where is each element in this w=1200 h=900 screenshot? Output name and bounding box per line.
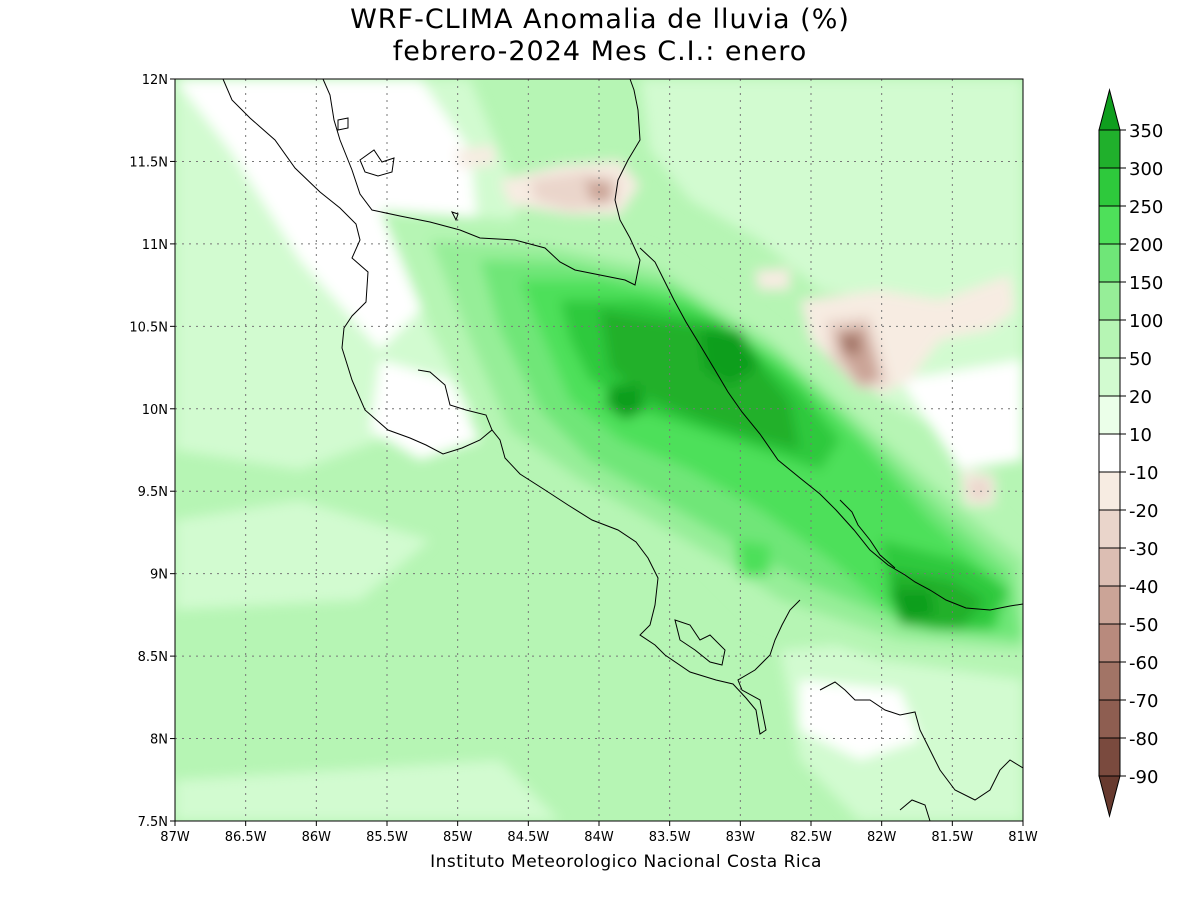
colorbar-segment <box>1098 661 1121 701</box>
caribbean-coastline <box>639 247 1023 611</box>
nicoya-coast <box>417 369 493 431</box>
colorbar-label: 10 <box>1129 425 1152 446</box>
anomaly-pacific-south <box>175 760 560 821</box>
anomaly-dry-spot-north <box>455 145 495 168</box>
colorbar-label: -10 <box>1129 463 1158 484</box>
anomaly-caribbean-north <box>640 79 1023 300</box>
bocas-islands <box>839 499 896 569</box>
colorbar-segment <box>1098 395 1121 435</box>
colorbar-segment <box>1098 167 1121 207</box>
lon-tick-label: 81.5W <box>931 830 973 845</box>
lat-tick-label: 7.5N <box>138 815 168 830</box>
colorbar: 350 300 250 200 150 100 50 20 10 -10 -20 -30 -40 -50 -… <box>1098 88 1163 818</box>
colorbar-label: -60 <box>1129 653 1158 674</box>
colorbar-label: 100 <box>1129 311 1163 332</box>
anomaly-wet-core-300 <box>600 310 800 450</box>
lat-tick-label: 10.5N <box>129 320 168 335</box>
anomaly-dry-patch-east-60 <box>840 335 860 355</box>
colorbar-label: 250 <box>1129 197 1163 218</box>
colorbar-segment <box>1098 205 1121 245</box>
map-title-line-2: febrero-2024 Mes C.I.: enero <box>392 36 808 67</box>
anomaly-dry-patch-southeast-20 <box>968 480 990 500</box>
colorbar-segment <box>1098 547 1121 587</box>
anomaly-wet-spot-osa <box>735 540 770 578</box>
lake-and-caribbean-north <box>322 79 641 286</box>
lon-tick-label: 86W <box>302 830 332 845</box>
panama-coast <box>819 681 1023 801</box>
colorbar-label: -40 <box>1129 577 1158 598</box>
colorbar-segment <box>1098 281 1121 321</box>
colorbar-segment <box>1098 357 1121 397</box>
lon-tick-label: 85.5W <box>366 830 408 845</box>
anomaly-dry-spot <box>755 268 790 290</box>
coastlines <box>222 79 1023 821</box>
lon-tick-label: 85W <box>443 830 473 845</box>
burica-peninsula <box>674 619 726 666</box>
lon-tick-label: 83W <box>726 830 756 845</box>
lon-tick-label: 83.5W <box>649 830 691 845</box>
colorbar-label: 50 <box>1129 349 1152 370</box>
lon-tick-label: 82W <box>867 830 897 845</box>
map-title-line-1: WRF-CLIMA Anomalia de lluvia (%) <box>350 4 850 35</box>
colorbar-segment <box>1098 243 1121 283</box>
colorbar-segment <box>1098 129 1121 169</box>
colorbar-segment <box>1098 699 1121 739</box>
lon-tick-label: 87W <box>160 830 190 845</box>
lat-tick-label: 12N <box>142 73 168 88</box>
lat-tick-label: 10N <box>142 403 168 418</box>
colorbar-label: 200 <box>1129 235 1163 256</box>
lat-tick-label: 9N <box>150 568 168 583</box>
anomaly-near-normal-east <box>900 360 1023 470</box>
credit-text: Instituto Meteorologico Nacional Costa R… <box>430 852 822 872</box>
panama-south-coast <box>899 799 931 821</box>
colorbar-label: 300 <box>1129 159 1163 180</box>
lon-tick-label: 82.5W <box>790 830 832 845</box>
colorbar-segment <box>1098 433 1121 473</box>
colorbar-arrow-bottom <box>1098 775 1121 818</box>
anomaly-wet-peak-3 <box>890 590 935 622</box>
lon-tick-label: 84.5W <box>507 830 549 845</box>
anomaly-near-normal-north <box>175 79 480 350</box>
colorbar-label: 20 <box>1129 387 1152 408</box>
colorbar-segment <box>1098 471 1121 511</box>
small-island-2 <box>451 211 459 222</box>
lat-tick-label: 8N <box>150 733 168 748</box>
colorbar-label: -30 <box>1129 539 1158 560</box>
lon-tick-label: 84W <box>584 830 614 845</box>
lon-tick-label: 86.5W <box>225 830 267 845</box>
colorbar-segment <box>1098 623 1121 663</box>
anomaly-wet-peak-2 <box>700 330 760 385</box>
anomaly-near-normal-panama <box>800 680 920 760</box>
colorbar-label: 350 <box>1129 121 1163 142</box>
lon-tick-label: 81W <box>1008 830 1038 845</box>
lat-tick-label: 9.5N <box>138 485 168 500</box>
colorbar-label: -70 <box>1129 691 1158 712</box>
axes: 87W 86.5W 86W 85.5W 85W 84.5W 84W 83.5W 83W 82.5W… <box>129 73 1038 845</box>
colorbar-label: -90 <box>1129 767 1158 788</box>
lat-tick-label: 8.5N <box>138 650 168 665</box>
anomaly-pacific-west <box>175 500 430 610</box>
small-island-1 <box>337 117 349 131</box>
colorbar-label: -80 <box>1129 729 1158 750</box>
colorbar-segment <box>1098 585 1121 625</box>
lat-tick-label: 11.5N <box>129 155 168 170</box>
colorbar-segment <box>1098 737 1121 777</box>
lake-island <box>359 149 395 177</box>
colorbar-arrow-top <box>1098 88 1121 131</box>
colorbar-label: -20 <box>1129 501 1158 522</box>
pacific-coastline <box>222 79 801 735</box>
colorbar-label: 150 <box>1129 273 1163 294</box>
colorbar-label: -50 <box>1129 615 1158 636</box>
anomaly-near-normal-nicoya <box>370 360 480 460</box>
colorbar-segment <box>1098 319 1121 359</box>
anomaly-wet-peak-1 <box>605 385 645 420</box>
map-gridlines <box>175 79 1023 821</box>
colorbar-segment <box>1098 509 1121 549</box>
lat-tick-label: 11N <box>142 238 168 253</box>
